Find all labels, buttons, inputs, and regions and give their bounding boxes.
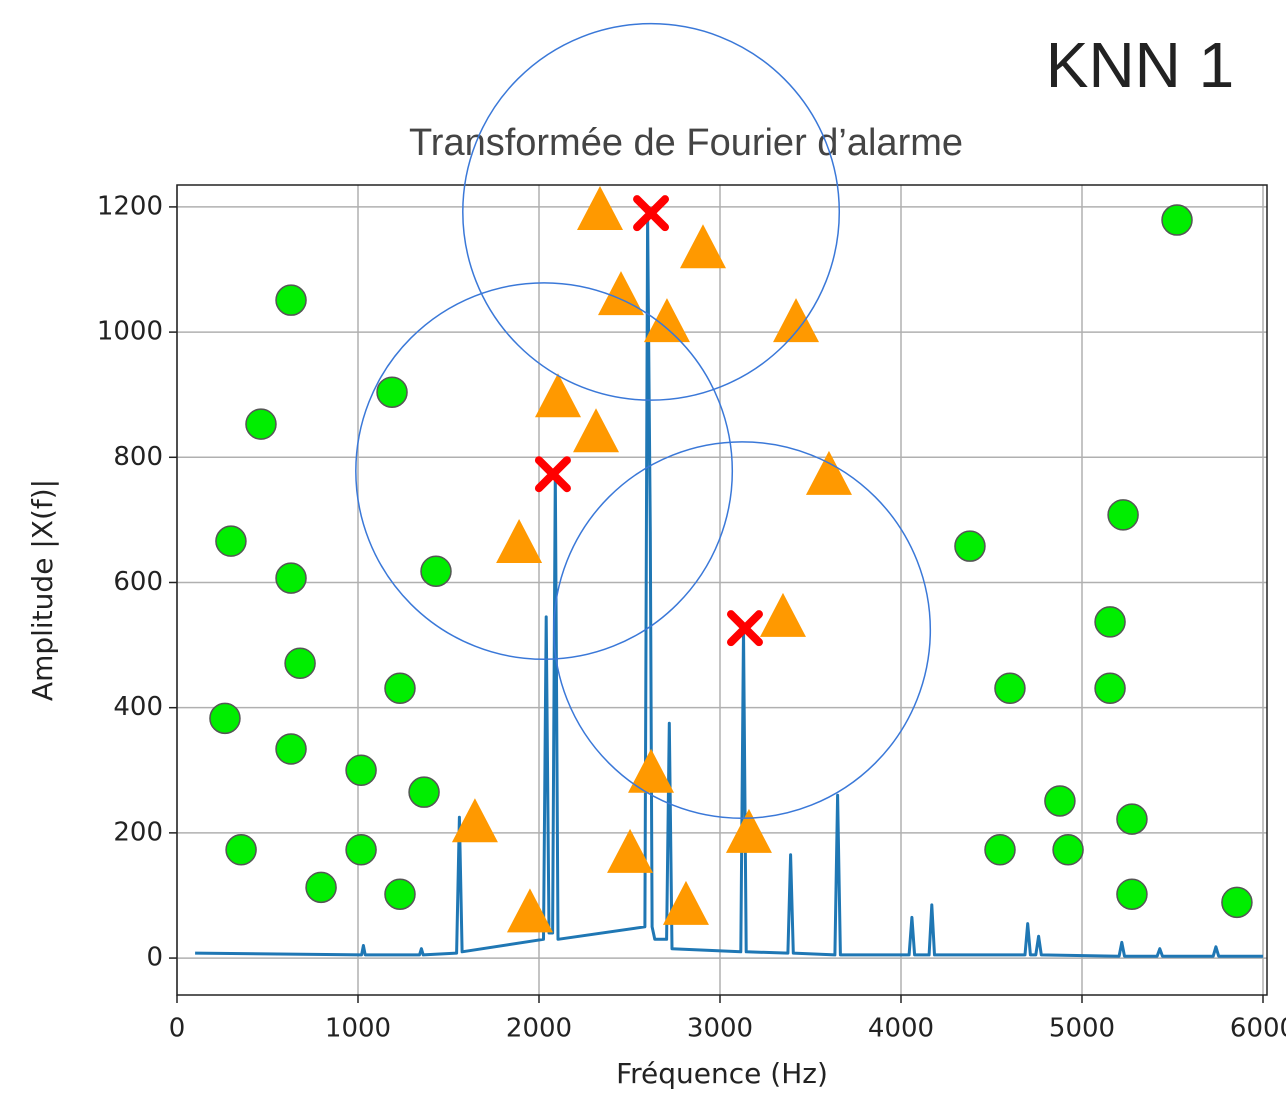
green-point — [1116, 803, 1148, 835]
green-point — [275, 562, 307, 594]
red-cross — [534, 456, 571, 493]
y-tick-label: 200 — [113, 817, 163, 847]
green-point — [245, 408, 277, 440]
orange-point — [773, 298, 820, 343]
orange-point — [506, 888, 553, 933]
green-point — [305, 871, 337, 904]
chart-title: Transformée de Fourier d’alarme — [409, 122, 963, 164]
green-point — [1044, 785, 1076, 817]
green-point — [994, 672, 1026, 705]
orange-point — [451, 798, 498, 843]
orange-point — [643, 298, 690, 343]
plot-frame — [176, 184, 1268, 996]
green-point — [1094, 606, 1126, 638]
orange-point — [535, 373, 582, 418]
x-tick-label: 1000 — [325, 1014, 391, 1044]
green-point — [1161, 204, 1193, 236]
neighborhood-circle — [553, 441, 932, 820]
y-tick-label: 1000 — [97, 317, 163, 347]
y-tick-label: 400 — [113, 692, 163, 722]
green-point — [275, 284, 307, 316]
green-point — [209, 702, 241, 735]
green-point — [384, 878, 416, 910]
orange-point — [573, 408, 620, 453]
y-tick-label: 600 — [113, 567, 163, 597]
red-cross — [633, 195, 670, 232]
green-point — [954, 530, 986, 562]
green-point — [1107, 499, 1139, 531]
orange-point — [725, 808, 772, 853]
y-axis-label: Amplitude |X(f)| — [26, 479, 59, 701]
x-tick-label: 0 — [169, 1014, 186, 1044]
red-cross — [726, 610, 763, 647]
spectrum-line — [195, 214, 1263, 958]
x-tick-label: 3000 — [687, 1014, 753, 1044]
y-tick-label: 0 — [146, 943, 163, 973]
green-point — [420, 555, 452, 587]
orange-point — [496, 519, 543, 564]
green-point — [376, 376, 408, 408]
x-tick-label: 5000 — [1049, 1014, 1115, 1044]
green-point — [408, 776, 440, 808]
orange-point — [628, 748, 675, 793]
green-point — [345, 834, 377, 866]
orange-point — [607, 828, 654, 873]
green-point — [1052, 834, 1084, 866]
green-point — [225, 834, 257, 866]
annotation: KNN 1 — [1046, 29, 1235, 101]
green-point — [1221, 886, 1253, 919]
green-point — [384, 672, 416, 705]
green-point — [275, 733, 307, 765]
orange-point — [662, 880, 709, 925]
orange-point — [805, 450, 852, 495]
green-point — [345, 754, 377, 787]
orange-point — [679, 224, 726, 269]
neighborhood-circle — [355, 282, 734, 661]
orange-point — [759, 592, 806, 637]
green-point — [1094, 672, 1126, 705]
x-tick-label: 2000 — [506, 1014, 572, 1044]
x-axis-label: Fréquence (Hz) — [616, 1057, 828, 1090]
orange-point — [576, 186, 623, 231]
green-point — [984, 834, 1016, 866]
green-point — [1116, 878, 1148, 910]
neighborhood-circle — [462, 22, 841, 401]
y-tick-label: 800 — [113, 442, 163, 472]
green-point — [215, 525, 247, 557]
green-point — [284, 647, 316, 679]
x-tick-label: 4000 — [868, 1014, 934, 1044]
y-tick-label: 1200 — [97, 191, 163, 221]
